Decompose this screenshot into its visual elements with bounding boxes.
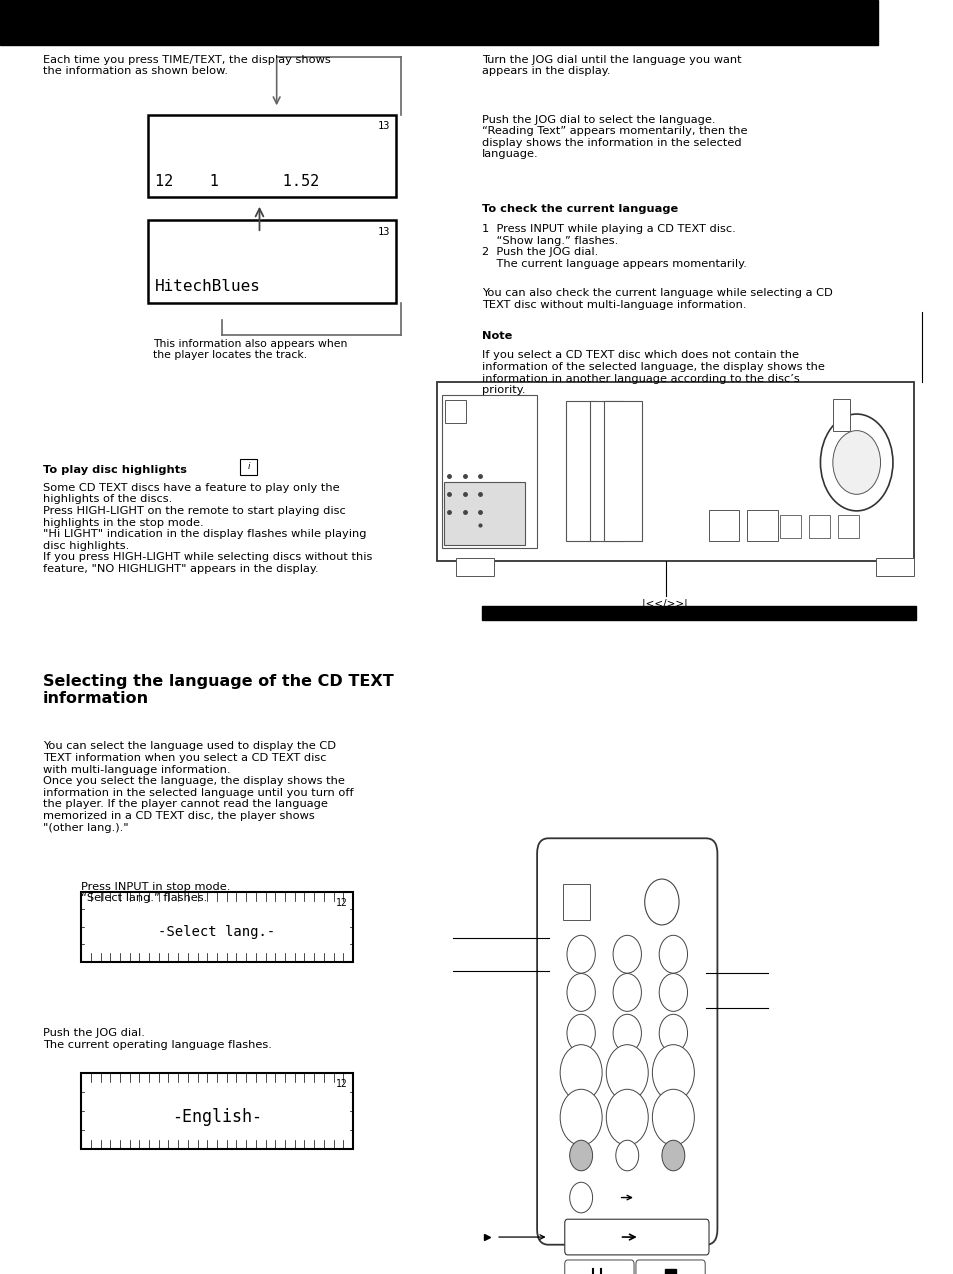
FancyBboxPatch shape — [636, 1260, 704, 1274]
Text: i: i — [247, 461, 250, 471]
Text: -Select lang.-: -Select lang.- — [158, 925, 275, 939]
FancyBboxPatch shape — [564, 1219, 708, 1255]
Text: You can also check the current language while selecting a CD
TEXT disc without m: You can also check the current language … — [481, 288, 832, 310]
Circle shape — [644, 879, 679, 925]
FancyBboxPatch shape — [564, 1260, 634, 1274]
Circle shape — [820, 414, 892, 511]
Circle shape — [566, 973, 595, 1012]
Text: Push the JOG dial.
The current operating language flashes.: Push the JOG dial. The current operating… — [43, 1028, 272, 1050]
Bar — [565, 401, 594, 541]
Text: You can select the language used to display the CD
TEXT information when you sel: You can select the language used to disp… — [43, 741, 354, 833]
Circle shape — [832, 431, 880, 494]
Bar — [589, 401, 622, 541]
Text: To play disc highlights: To play disc highlights — [43, 465, 191, 475]
Bar — [875, 558, 913, 576]
Bar — [481, 606, 915, 620]
Circle shape — [616, 1140, 639, 1171]
Bar — [148, 220, 395, 303]
Circle shape — [659, 935, 687, 973]
Text: |<<​/​>>|: |<<​/​>>| — [641, 599, 687, 609]
Circle shape — [659, 973, 687, 1012]
Bar — [664, 1269, 676, 1274]
Bar — [808, 515, 829, 538]
Circle shape — [559, 1045, 601, 1101]
Text: 12: 12 — [335, 1079, 347, 1089]
Text: Push the JOG dial to select the language.
“Reading Text” appears momentarily, th: Push the JOG dial to select the language… — [481, 115, 746, 159]
Bar — [456, 558, 494, 576]
Circle shape — [605, 1089, 648, 1145]
Circle shape — [613, 973, 640, 1012]
Bar — [148, 115, 395, 197]
Text: 12    1       1.52: 12 1 1.52 — [154, 173, 318, 189]
Circle shape — [613, 1014, 640, 1052]
Circle shape — [559, 1089, 601, 1145]
Text: Note: Note — [481, 331, 512, 341]
Text: Turn the JOG dial until the language you want
appears in the display.: Turn the JOG dial until the language you… — [481, 55, 740, 76]
Circle shape — [569, 1140, 592, 1171]
Text: 13: 13 — [377, 121, 390, 131]
Circle shape — [652, 1089, 694, 1145]
Text: 12: 12 — [335, 898, 347, 908]
Bar — [832, 399, 849, 431]
Bar — [436, 382, 913, 561]
Bar — [708, 510, 739, 541]
Text: To check the current language: To check the current language — [481, 204, 678, 214]
Bar — [81, 892, 353, 962]
FancyBboxPatch shape — [537, 838, 717, 1245]
Circle shape — [569, 1182, 592, 1213]
Bar — [562, 884, 589, 920]
Text: 13: 13 — [377, 227, 390, 237]
Text: This information also appears when
the player locates the track.: This information also appears when the p… — [152, 339, 347, 361]
Bar — [444, 400, 465, 423]
Text: Selecting the language of the CD TEXT
information: Selecting the language of the CD TEXT in… — [43, 674, 394, 706]
Text: Each time you press TIME/TEXT, the display shows
the information as shown below.: Each time you press TIME/TEXT, the displ… — [43, 55, 331, 76]
Text: Some CD TEXT discs have a feature to play only the
highlights of the discs.
Pres: Some CD TEXT discs have a feature to pla… — [43, 483, 372, 575]
Circle shape — [652, 1045, 694, 1101]
Bar — [0, 0, 877, 45]
Circle shape — [566, 1014, 595, 1052]
Bar — [81, 1073, 353, 1149]
Text: If you select a CD TEXT disc which does not contain the
information of the selec: If you select a CD TEXT disc which does … — [481, 350, 823, 395]
Bar — [603, 401, 641, 541]
Bar — [240, 459, 256, 475]
Bar — [837, 515, 858, 538]
Text: Press INPUT in stop mode.
“Select lang.” flashes.: Press INPUT in stop mode. “Select lang.”… — [81, 882, 231, 903]
Text: -English-: -English- — [172, 1108, 262, 1126]
Bar — [441, 395, 537, 548]
Circle shape — [605, 1045, 648, 1101]
Circle shape — [566, 935, 595, 973]
Bar — [443, 482, 524, 545]
Text: HitechBlues: HitechBlues — [154, 279, 260, 294]
Circle shape — [661, 1140, 684, 1171]
Text: 1  Press INPUT while playing a CD TEXT disc.
    “Show lang.” flashes.
2  Push t: 1 Press INPUT while playing a CD TEXT di… — [481, 224, 746, 269]
Circle shape — [613, 935, 640, 973]
Circle shape — [659, 1014, 687, 1052]
Bar — [746, 510, 777, 541]
Bar — [780, 515, 801, 538]
